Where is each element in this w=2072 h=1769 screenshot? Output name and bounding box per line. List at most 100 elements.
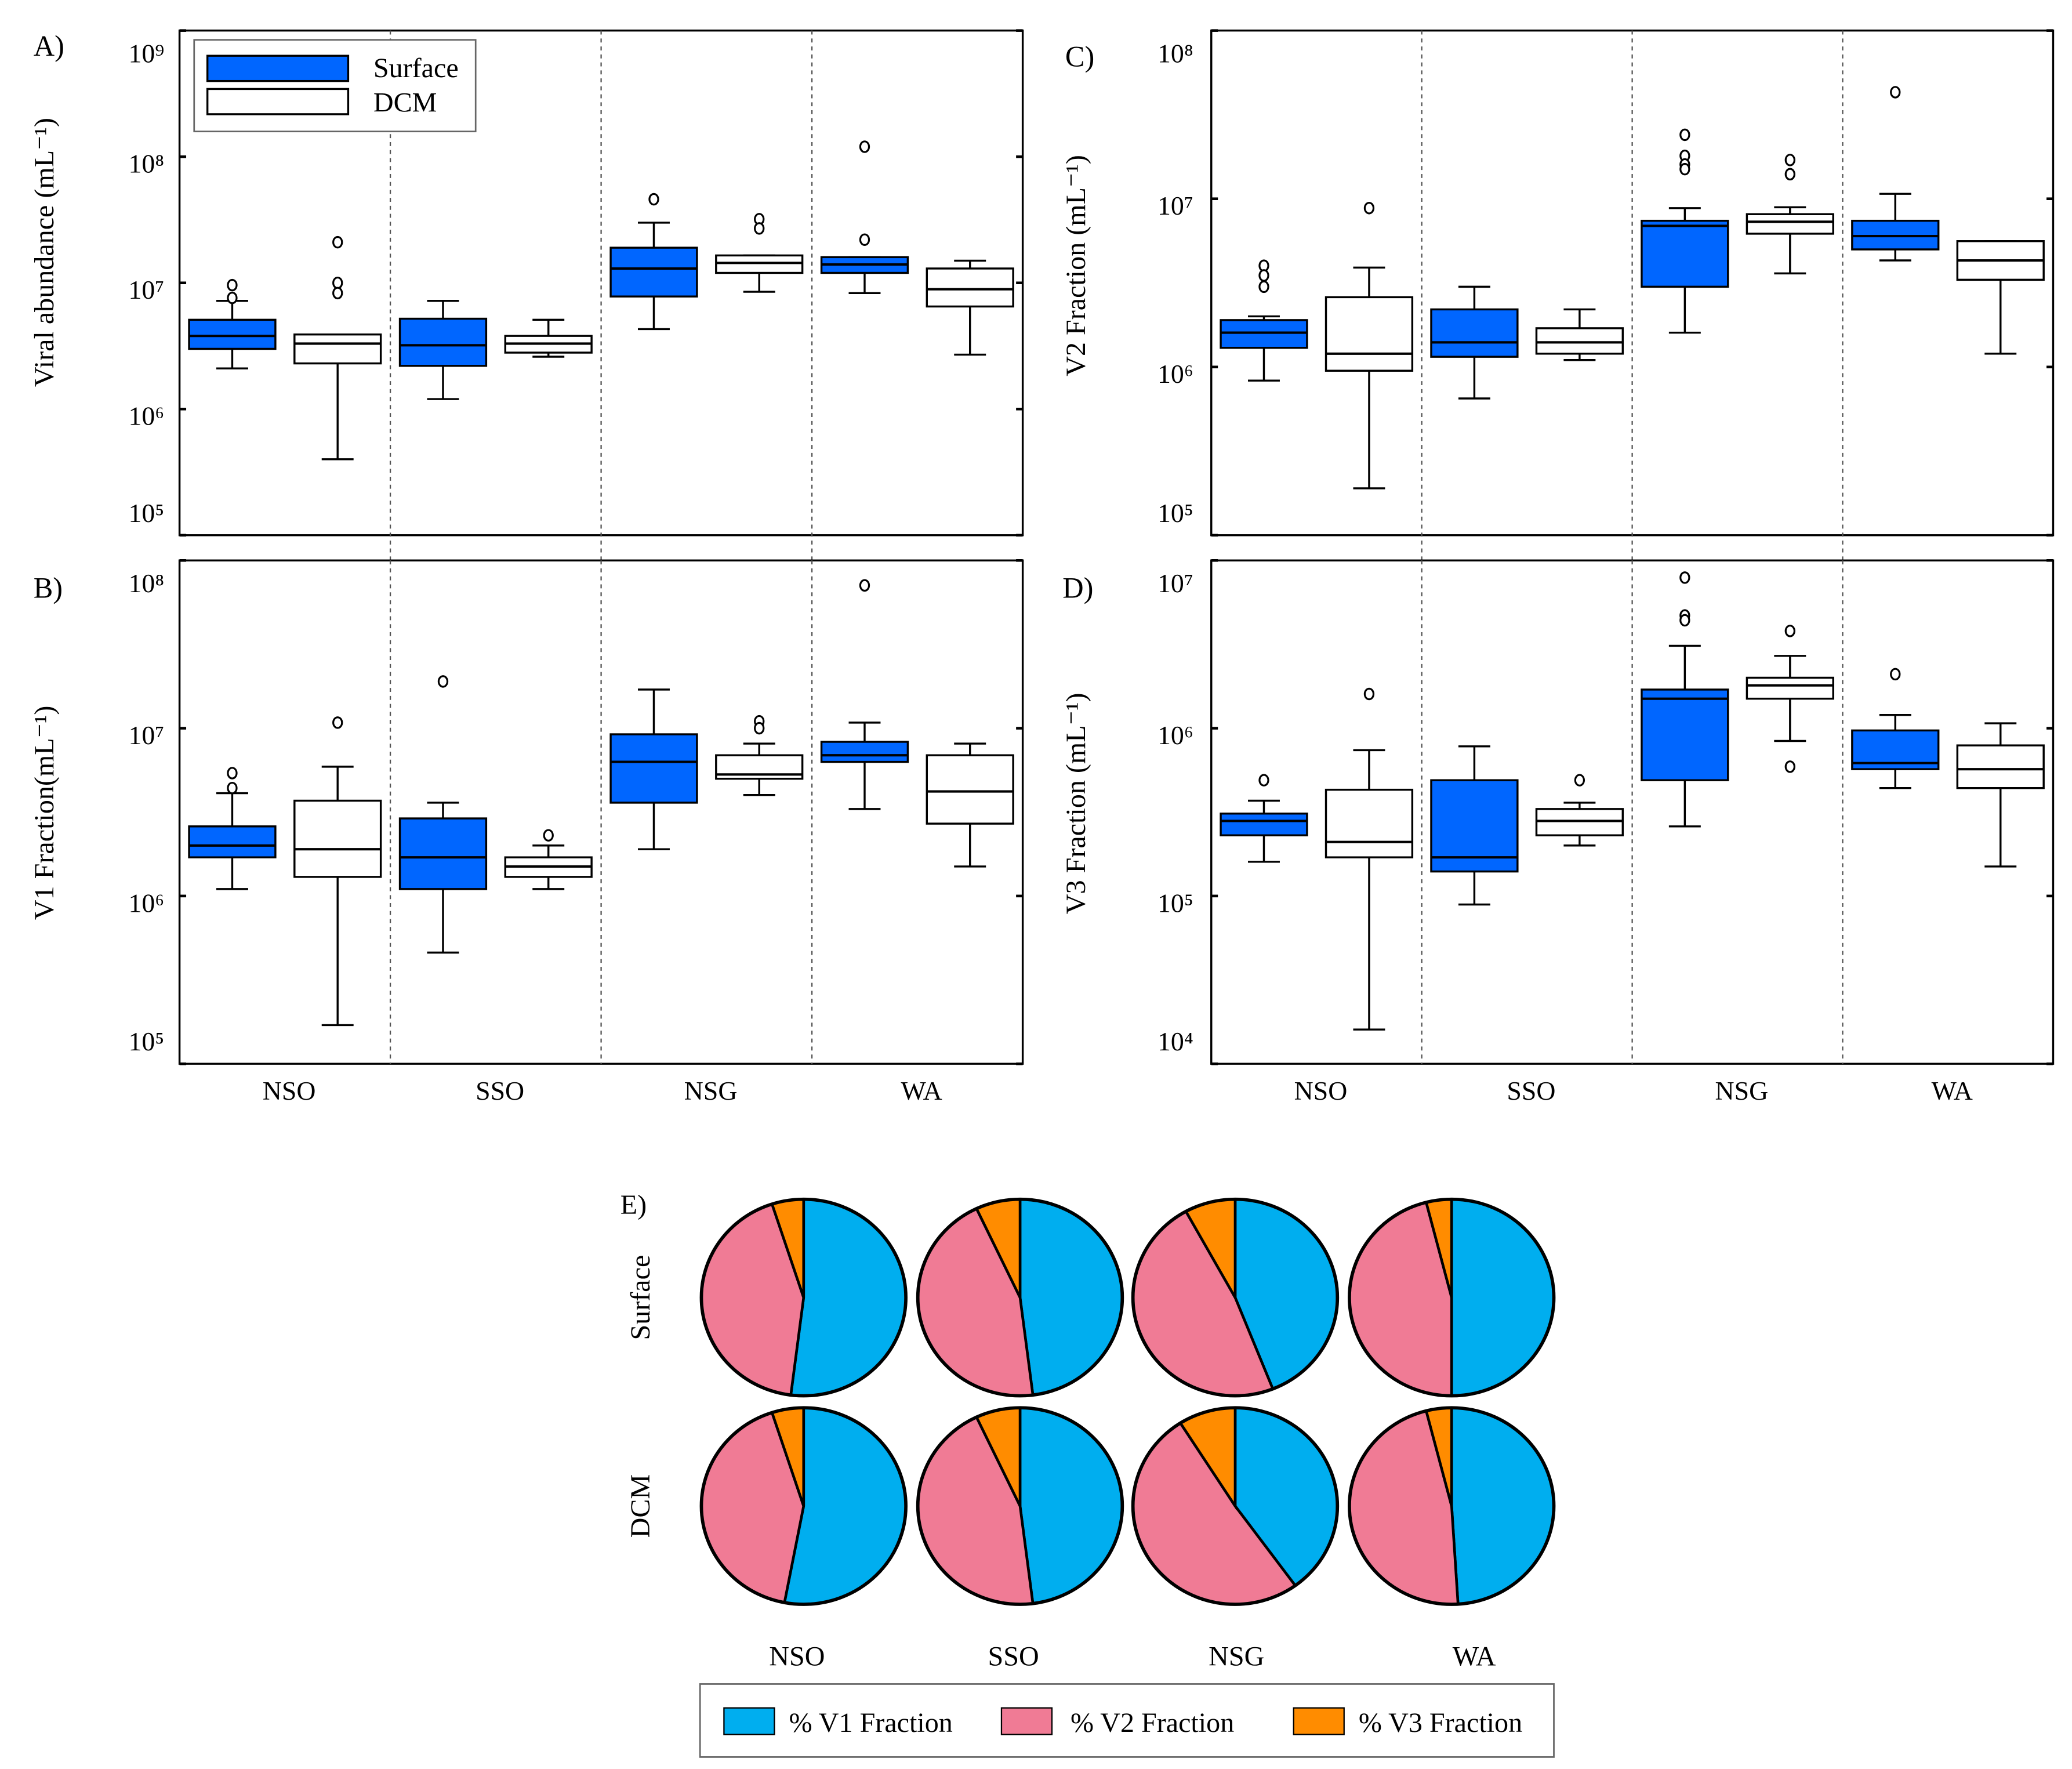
outlier-point [1679,128,1690,142]
outlier-point [1679,614,1690,627]
pie-legend-label-v2: % V2 Fraction [1071,1708,1234,1738]
outlier-point [1679,571,1690,584]
outlier-point [332,287,343,300]
y-axis-label: V2 Fraction (mL⁻¹) [1061,155,1091,376]
pie-category-label: NSO [769,1641,825,1672]
outlier-point [332,235,343,249]
box-surface [398,317,488,367]
pie-outline [916,1197,1124,1398]
pie-outline [1348,1406,1556,1606]
outlier-point [227,291,238,304]
y-tick-label: 10⁵ [128,498,164,528]
y-tick-label: 10⁶ [1157,720,1193,750]
outlier-point [754,722,765,735]
box-legend: Surface DCM [193,39,477,133]
x-category-label: SSO [1507,1076,1555,1105]
box-surface [1220,812,1308,836]
y-tick-label: 10⁶ [1157,359,1193,389]
x-category-label: NSO [263,1076,316,1105]
box-dcm [1746,676,1834,700]
pie-legend-swatch-v3 [1293,1707,1345,1735]
x-category-label: WA [1932,1076,1973,1105]
box-dcm [293,333,382,365]
pie-legend-label-v3: % V3 Fraction [1359,1708,1522,1738]
pie-slice-v1 [1018,1406,1124,1605]
legend-label-dcm: DCM [373,87,437,118]
box-dcm [293,799,382,878]
y-tick-label: 10⁵ [1157,498,1193,528]
outlier-point [332,276,343,289]
y-tick-label: 10⁷ [1157,191,1193,220]
outlier-point [1784,760,1795,773]
box-surface [1430,308,1519,358]
y-tick-label: 10⁸ [1157,39,1193,68]
y-axis-label: V3 Fraction (mL⁻¹) [1061,693,1091,915]
pie-legend-frame [699,1683,1555,1758]
x-category-label: NSG [1715,1076,1769,1105]
box-surface [1641,219,1729,288]
box-surface [398,817,488,890]
y-axis-label: V1 Fraction(mL⁻¹) [29,706,60,920]
box-dcm [1535,327,1624,355]
outlier-point [437,675,449,688]
panel-label: C) [1065,40,1094,72]
y-tick-label: 10⁶ [128,888,164,918]
pie-outline [916,1406,1124,1606]
box-dcm [1325,296,1414,372]
outlier-point [1784,154,1795,166]
box-dcm [1325,788,1414,858]
outlier-point [332,716,343,729]
box-surface [609,733,698,804]
x-category-label: WA [901,1076,942,1105]
outlier-point [1679,162,1690,176]
legend-swatch-surface [206,55,350,82]
y-tick-label: 10⁵ [128,1027,164,1056]
outlier-point [1363,687,1375,701]
panel-label: E) [620,1190,647,1220]
box-surface [188,825,277,858]
box-dcm [926,754,1014,825]
y-tick-label: 10⁹ [128,39,164,68]
outlier-point [1890,86,1901,99]
y-tick-label: 10⁴ [1157,1027,1193,1056]
outlier-point [1574,774,1585,786]
pie-row-label: DCM [625,1474,656,1538]
y-axis-label: Viral abundance (mL⁻¹) [29,118,60,387]
outlier-point [543,829,554,842]
pie-category-label: NSG [1209,1641,1264,1672]
y-tick-label: 10⁵ [1157,888,1193,918]
outlier-point [1363,202,1375,215]
box-dcm [715,254,804,274]
outlier-point [227,781,238,795]
y-tick-label: 10⁷ [128,720,164,750]
pie-legend-swatch-v2 [1000,1707,1053,1735]
pie-legend: % V1 Fraction % V2 Fraction % V3 Fractio… [699,1683,1555,1758]
x-category-label: NSO [1294,1076,1348,1105]
pie-outline [1348,1197,1556,1398]
x-category-label: SSO [476,1076,524,1105]
box-surface [1641,688,1729,781]
outlier-point [859,140,870,153]
outlier-point [1258,774,1269,786]
pie-slice-v1 [1450,1198,1555,1397]
legend-swatch-dcm [206,88,350,115]
y-tick-label: 10⁸ [128,568,164,598]
outlier-point [859,579,870,592]
panel-label: D) [1062,571,1093,604]
panel-label: B) [34,571,63,604]
y-tick-label: 10⁷ [1157,568,1193,598]
box-dcm [1746,213,1834,235]
outlier-point [1258,280,1269,293]
outlier-point [227,767,238,780]
outlier-point [648,193,659,206]
outlier-point [754,222,765,235]
outlier-point [227,278,238,292]
box-surface [188,318,277,350]
outlier-point [1784,625,1795,637]
pie-slice-v1 [789,1198,908,1397]
y-tick-label: 10⁷ [128,275,164,304]
pie-legend-swatch-v1 [723,1707,775,1735]
pie-outline [699,1197,908,1398]
y-tick-label: 10⁶ [128,401,164,431]
pie-slice-v1 [1018,1198,1124,1397]
